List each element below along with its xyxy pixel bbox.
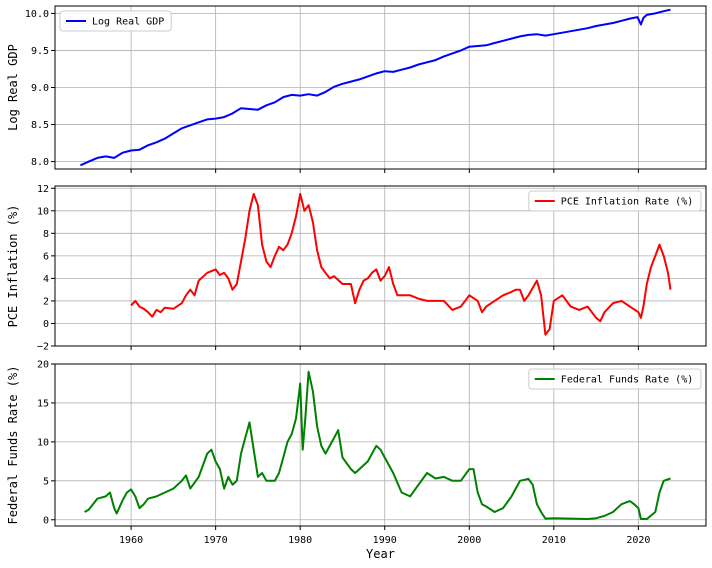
y-tick-label: 8.0 — [31, 157, 49, 168]
x-tick-label: 1960 — [119, 535, 143, 546]
y-tick-label: 9.0 — [31, 83, 49, 94]
y-tick-label: 0 — [43, 319, 49, 330]
y-axis-label: Log Real GDP — [6, 44, 20, 131]
plot-frame — [54, 363, 707, 527]
y-tick-label: 4 — [43, 274, 49, 285]
y-tick-label: 10 — [37, 206, 49, 217]
legend-box — [528, 190, 702, 212]
legend-label: PCE Inflation Rate (%) — [561, 197, 693, 208]
x-tick-label: 1970 — [204, 535, 228, 546]
y-tick-label: 15 — [37, 398, 49, 409]
fed-funds-panel: 0 5 10 15 20 1960 1970 1980 1990 2000 2010 2020 Fede… — [6, 360, 707, 561]
y-tick-label: 8 — [43, 229, 49, 240]
x-tick-label: 2010 — [542, 535, 566, 546]
x-tick-label: 2020 — [626, 535, 650, 546]
y-tick-label: 2 — [43, 296, 49, 307]
x-axis-label: Year — [366, 547, 395, 561]
y-tick-label: 10.0 — [25, 9, 49, 20]
legend: PCE Inflation Rate (%) — [528, 190, 702, 212]
x-tick-label: 1980 — [288, 535, 312, 546]
x-tick-label: 1990 — [373, 535, 397, 546]
legend-label: Log Real GDP — [92, 17, 164, 28]
y-tick-label: 5 — [43, 476, 49, 487]
legend: Federal Funds Rate (%) — [528, 368, 702, 390]
series-line — [130, 192, 672, 336]
y-axis-label: Federal Funds Rate (%) — [6, 366, 20, 525]
y-tick-label: 20 — [37, 360, 49, 371]
legend: Log Real GDP — [59, 10, 172, 32]
y-tick-label: 12 — [37, 184, 49, 195]
y-tick-label: 6 — [43, 251, 49, 262]
legend-box — [59, 10, 172, 32]
y-tick-label: 10 — [37, 437, 49, 448]
y-tick-label: 0 — [43, 515, 49, 526]
y-tick-label: 8.5 — [31, 120, 49, 131]
x-tick-label: 2000 — [457, 535, 481, 546]
series-line — [79, 8, 671, 167]
series-line — [84, 370, 671, 520]
y-tick-label: −2 — [37, 342, 49, 353]
legend-box — [528, 368, 702, 390]
y-axis-label: PCE Inflation (%) — [6, 205, 20, 328]
plot-frame — [54, 185, 707, 347]
gdp-panel: 8.0 8.5 9.0 9.5 10.0 Log Real GDP Log Real GDP — [6, 5, 707, 173]
y-tick-label: 9.5 — [31, 46, 49, 57]
legend-label: Federal Funds Rate (%) — [561, 375, 693, 386]
inflation-panel: −2 0 2 4 6 8 10 12 PCE Inflation (%) PCE Inflatio… — [6, 184, 707, 353]
